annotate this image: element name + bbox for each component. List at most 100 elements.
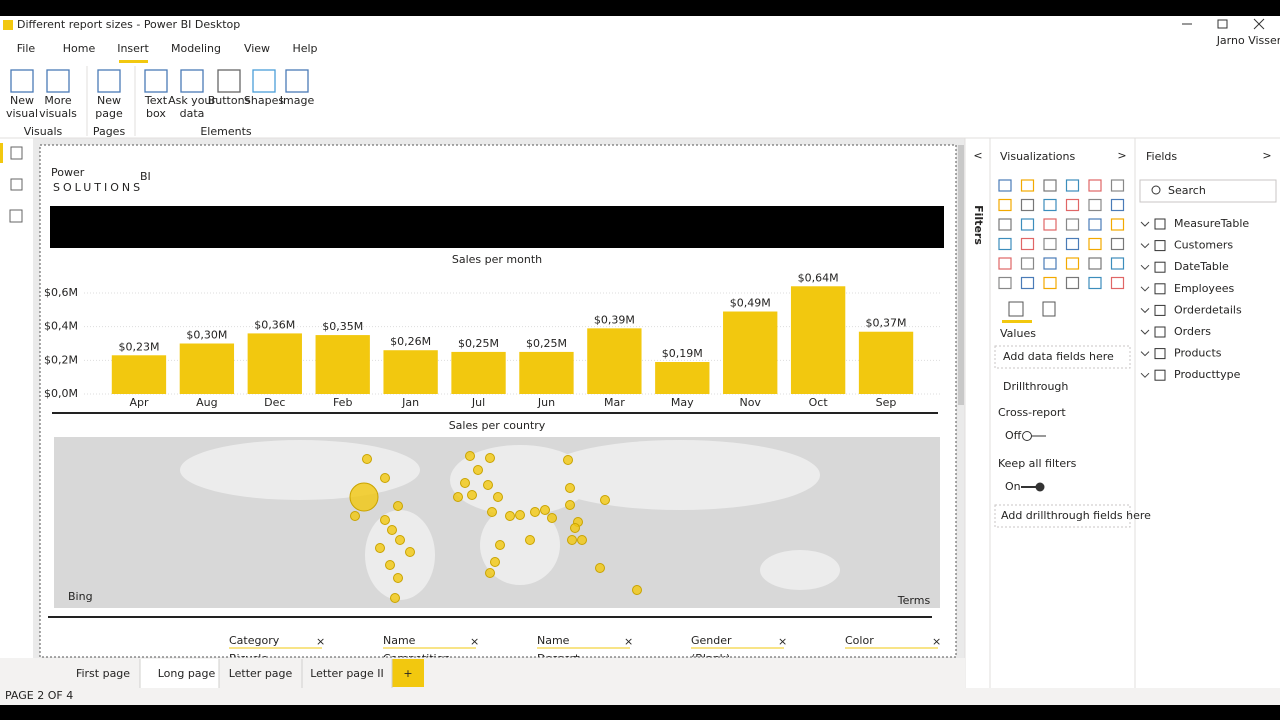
visual-type-icon[interactable] [1110,179,1125,192]
keep-filters-toggle[interactable] [1021,482,1045,492]
visual-type-icon[interactable] [1110,237,1125,251]
expand-chevron[interactable] [1140,351,1150,357]
visual-type-icon[interactable] [998,218,1012,231]
visual-type-icon[interactable] [1110,257,1125,270]
field-table[interactable]: DateTable [1174,260,1229,273]
visual-type-icon[interactable] [1043,237,1057,251]
map-bubble[interactable] [393,573,403,583]
map-bubble[interactable] [473,465,483,475]
map-bubble[interactable] [600,495,610,505]
pane-collapse[interactable]: < [973,149,982,162]
map-bubble[interactable] [565,483,575,493]
map-bubble[interactable] [567,535,577,545]
map-bubble[interactable] [467,490,477,500]
map-bubble[interactable] [453,492,463,502]
ribbon-button-label[interactable]: page [95,107,123,120]
visual-type-icon[interactable] [1020,179,1035,192]
visual-type-icon[interactable] [1088,257,1102,270]
slicer-clear[interactable]: × [470,635,479,648]
map-bubble[interactable] [515,510,525,520]
page-tab[interactable]: First page [76,667,130,680]
ribbon-icon[interactable] [180,69,204,93]
visual-type-icon[interactable] [1088,218,1102,231]
ribbon-button-label[interactable]: Image [280,94,315,107]
map-bubble[interactable] [493,492,503,502]
map-bubble[interactable] [390,593,400,603]
map-bubble[interactable] [460,478,470,488]
visual-type-icon[interactable] [1043,257,1057,270]
field-table[interactable]: Employees [1174,282,1234,295]
visual-type-icon[interactable] [1043,179,1057,192]
visual-type-icon[interactable] [1088,237,1102,251]
expand-chevron[interactable] [1140,264,1150,270]
visual-type-icon[interactable] [1020,198,1035,212]
map-bubble[interactable] [547,513,557,523]
ribbon-icon[interactable] [10,69,34,93]
expand-chevron[interactable] [1140,243,1150,249]
menu-tab[interactable]: File [17,42,36,55]
map-bubble[interactable] [505,511,515,521]
visual-type-icon[interactable] [1088,276,1102,290]
ribbon-button-label[interactable]: New [10,94,34,107]
visual-type-icon[interactable] [998,276,1012,290]
search-placeholder[interactable]: Search [1168,184,1206,197]
ribbon-button-label[interactable]: Text [144,94,168,107]
map-bubble[interactable] [350,511,360,521]
visual-type-icon[interactable] [1065,237,1080,251]
visual-type-icon[interactable] [1043,276,1057,290]
page-tab[interactable]: Letter page [229,667,293,680]
active-tab[interactable] [140,659,219,688]
map-bubble[interactable] [540,505,550,515]
expand-chevron[interactable] [1140,221,1150,227]
search-box[interactable] [1139,179,1277,203]
expand-chevron[interactable] [1140,372,1150,378]
map-bubble[interactable] [595,563,605,573]
ribbon-button-label[interactable]: visuals [39,107,77,120]
ribbon-icon[interactable] [217,69,241,93]
ribbon-icon[interactable] [144,69,168,93]
map-bubble[interactable] [485,568,495,578]
map-bubble[interactable] [577,535,587,545]
menu-tab[interactable]: Help [292,42,317,55]
values-well[interactable] [994,345,1131,369]
visual-type-icon[interactable] [1065,276,1080,290]
visual-type-icon[interactable] [1088,179,1102,192]
ribbon-icon[interactable] [285,69,309,93]
field-table[interactable]: Customers [1174,239,1233,252]
map-bubble[interactable] [490,557,500,567]
visual-type-icon[interactable] [1020,237,1035,251]
drillthrough-well[interactable] [994,504,1131,528]
page-tab[interactable]: Letter page II [310,667,384,680]
slicer-clear[interactable]: × [316,635,325,648]
map-bubble[interactable] [393,501,403,511]
visual-type-icon[interactable] [1110,198,1125,212]
visual-type-icon[interactable] [998,237,1012,251]
window-controls[interactable] [1182,18,1265,30]
expand-chevron[interactable] [1140,329,1150,335]
ribbon-button-label[interactable]: box [146,107,166,120]
filters-title[interactable]: Filters [972,205,985,245]
map-bubble[interactable] [380,473,390,483]
map-bubble[interactable] [380,515,390,525]
map-bubble[interactable] [375,543,385,553]
slicer-clear[interactable]: × [778,635,787,648]
visual-type-icon[interactable] [1065,218,1080,231]
map-bubble[interactable] [385,560,395,570]
ribbon-button-label[interactable]: Buttons [208,94,251,107]
visual-type-icon[interactable] [1043,218,1057,231]
visual-type-icon[interactable] [998,198,1012,212]
ribbon-icon[interactable] [46,69,70,93]
map-bubble[interactable] [495,540,505,550]
pane-collapse[interactable]: > [1117,149,1126,162]
menu-tab[interactable]: View [244,42,270,55]
map-bubble[interactable] [563,455,573,465]
map-terms[interactable]: Terms [897,594,931,607]
field-table[interactable]: MeasureTable [1174,217,1249,230]
map-bubble[interactable] [632,585,642,595]
map-bubble[interactable] [349,482,379,512]
format-tab-icon[interactable] [1042,301,1056,317]
expand-chevron[interactable] [1140,308,1150,314]
scrollbar[interactable] [958,145,964,405]
ribbon-button-label[interactable]: New [97,94,121,107]
map-bubble[interactable] [483,480,493,490]
